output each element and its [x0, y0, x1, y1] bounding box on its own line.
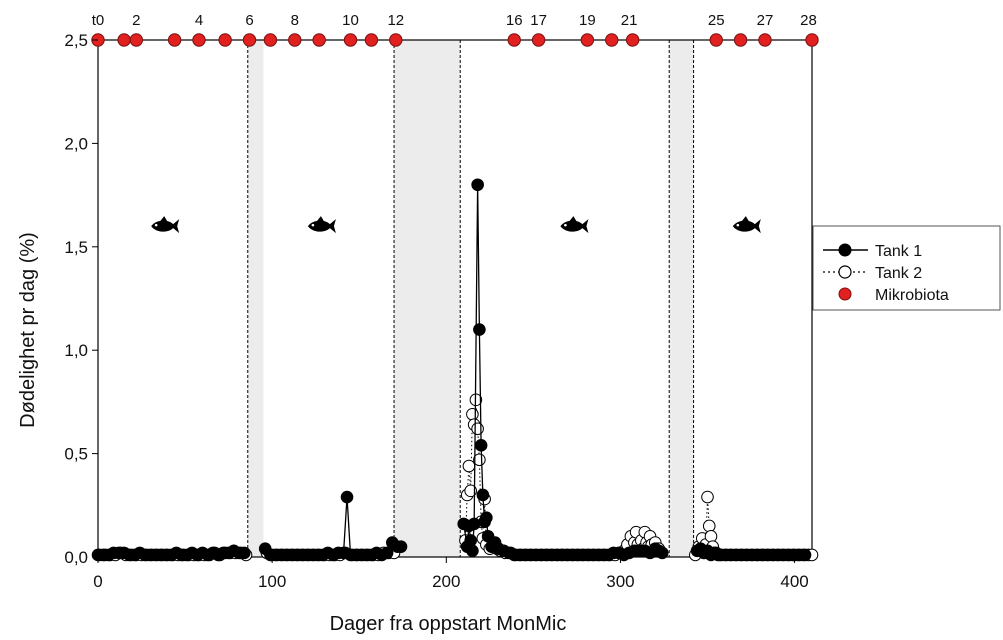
fallow-period-band [669, 40, 694, 557]
axes: 0 100 200 300 400 0,0 0,5 1,0 1,5 2,0 2,5 [64, 31, 808, 591]
mikrobiota-point [758, 33, 772, 47]
x-axis-title: Dager fra oppstart MonMic [330, 613, 567, 635]
fish-icon [732, 216, 761, 234]
tank-1-point [466, 544, 479, 558]
tank-1-point [480, 511, 493, 525]
mikrobiota-point [605, 33, 619, 47]
sample-label: 21 [621, 12, 638, 29]
tank-1-point [655, 546, 669, 560]
sample-label: 19 [579, 12, 596, 29]
tank-2-point [464, 484, 477, 498]
sample-label: 16 [506, 12, 523, 29]
y-tick-label: 1,5 [64, 238, 88, 257]
x-tick-label: 400 [780, 572, 808, 591]
legend-tank-2-marker [838, 265, 852, 279]
fish-icon [560, 216, 589, 234]
y-tick-label: 2,0 [64, 134, 88, 153]
legend-mikrobiota-label: Mikrobiota [875, 287, 949, 304]
tank-1-point [380, 546, 394, 560]
sample-label: 27 [757, 12, 774, 29]
mikrobiota-point [242, 33, 257, 47]
plot-area-frame [97, 39, 813, 558]
legend-mikrobiota-marker [838, 287, 852, 301]
tank-1-line [264, 496, 402, 556]
mikrobiota-series [91, 33, 819, 47]
legend-tank-1-label: Tank 1 [875, 243, 922, 260]
mikrobiota-point [507, 33, 521, 47]
mikrobiota-point [312, 33, 326, 47]
tank-2-point [471, 422, 484, 436]
x-tick-label: 300 [606, 572, 634, 591]
y-tick-label: 1,0 [64, 341, 88, 360]
tank-1-point [467, 517, 481, 531]
mikrobiota-point [117, 33, 131, 47]
fallow-period-shading [247, 40, 694, 557]
mikrobiota-point [218, 33, 232, 47]
y-axis-title: Dødelighet pr dag (%) [17, 232, 39, 428]
sample-label: 4 [195, 12, 203, 29]
mikrobiota-point [129, 33, 144, 47]
legend: Tank 1 Tank 2 Mikrobiota [812, 225, 1001, 311]
tank-1-line [463, 184, 663, 556]
tank-2-point [466, 408, 479, 421]
mikrobiota-point [805, 33, 819, 47]
sample-label: 2 [132, 12, 140, 29]
sample-label: 8 [291, 12, 299, 29]
mikrobiota-point [531, 33, 546, 47]
mikrobiota-point [709, 33, 723, 47]
tank-1-point [340, 490, 354, 504]
x-tick-label: 0 [93, 572, 102, 591]
mikrobiota-point [389, 33, 403, 47]
period-divider-lines [247, 40, 695, 557]
tank-2-point [702, 519, 716, 533]
mikrobiota-sample-labels: t0 2 4 6 8 10 12 16 17 19 21 25 27 28 [92, 12, 817, 29]
legend-tank-2-label: Tank 2 [875, 265, 922, 282]
mikrobiota-point [167, 33, 182, 47]
mikrobiota-point [288, 33, 302, 47]
fallow-period-band [247, 40, 264, 557]
fish-icon [151, 216, 180, 234]
legend-tank-1-marker [838, 243, 852, 257]
tank-1-point [798, 548, 812, 562]
tank-1-point [464, 534, 477, 547]
tank-1-point [237, 546, 251, 560]
tank-1-point [476, 488, 490, 502]
sample-label: 17 [530, 12, 547, 29]
mikrobiota-point [625, 33, 640, 47]
y-tick-label: 0,0 [64, 548, 88, 567]
sample-label: 6 [245, 12, 253, 29]
x-tick-label: 100 [258, 572, 286, 591]
tank-2-point [701, 490, 714, 504]
mikrobiota-point [343, 33, 358, 47]
tank-1-point [471, 178, 484, 192]
mikrobiota-point [580, 33, 595, 47]
mikrobiota-point [192, 33, 206, 47]
sample-label: 28 [800, 12, 817, 29]
mikrobiota-point [263, 33, 278, 47]
tank-1-point [473, 323, 486, 336]
tank-1-point [474, 439, 488, 452]
mikrobiota-point [364, 33, 379, 47]
x-tick-label: 200 [432, 572, 460, 591]
tank-2-point [704, 530, 718, 543]
sample-label: 10 [342, 12, 359, 29]
fallow-period-band [394, 40, 461, 557]
mikrobiota-point [733, 33, 748, 47]
sample-label: t0 [92, 12, 105, 29]
sample-label: 12 [387, 12, 404, 29]
y-tick-label: 0,5 [64, 445, 88, 464]
tank-2-point [462, 459, 476, 473]
tank-1-point [394, 540, 408, 553]
y-tick-label: 2,5 [64, 31, 88, 50]
sample-label: 25 [708, 12, 725, 29]
tank-1-series [91, 178, 812, 562]
fish-icon [307, 216, 336, 234]
